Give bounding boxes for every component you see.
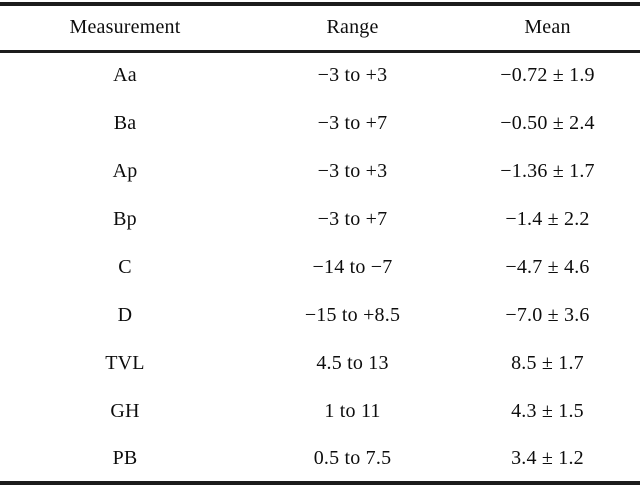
cell-mean: −1.4 ± 2.2 — [505, 207, 590, 230]
cell-range: −15 to +8.5 — [304, 303, 401, 326]
cell-measurement: Ap — [112, 159, 138, 182]
cell-mean: −1.36 ± 1.7 — [500, 159, 595, 182]
table-row: D −15 to +8.5 −7.0 ± 3.6 — [0, 291, 640, 339]
column-header-range: Range — [326, 16, 379, 39]
cell-measurement: Bp — [113, 207, 137, 230]
cell-mean: 4.3 ± 1.5 — [511, 399, 584, 422]
cell-range: 1 to 11 — [324, 399, 381, 422]
cell-measurement: Aa — [113, 64, 137, 87]
cell-measurement: GH — [110, 399, 140, 422]
cell-mean: 3.4 ± 1.2 — [511, 446, 584, 469]
column-header-mean: Mean — [524, 16, 571, 39]
cell-range: 4.5 to 13 — [316, 351, 389, 374]
cell-range: −3 to +3 — [317, 64, 388, 87]
table-row: PB 0.5 to 7.5 3.4 ± 1.2 — [0, 435, 640, 483]
cell-measurement: D — [117, 303, 133, 326]
cell-mean: −0.50 ± 2.4 — [500, 111, 595, 134]
cell-range: −3 to +7 — [317, 207, 388, 230]
cell-range: 0.5 to 7.5 — [313, 446, 392, 469]
cell-mean: −4.7 ± 4.6 — [505, 255, 590, 278]
table-row: Aa −3 to +3 −0.72 ± 1.9 — [0, 51, 640, 99]
table-header: Measurement Range Mean — [0, 4, 640, 51]
cell-mean: −7.0 ± 3.6 — [505, 303, 590, 326]
cell-measurement: C — [118, 255, 132, 278]
table-row: C −14 to −7 −4.7 ± 4.6 — [0, 243, 640, 291]
cell-range: −3 to +3 — [317, 159, 388, 182]
cell-measurement: Ba — [113, 111, 137, 134]
cell-range: −3 to +7 — [317, 111, 388, 134]
table-row: GH 1 to 11 4.3 ± 1.5 — [0, 387, 640, 435]
cell-measurement: PB — [112, 446, 138, 469]
column-header-measurement: Measurement — [69, 16, 181, 39]
table-body: Aa −3 to +3 −0.72 ± 1.9 Ba −3 to +7 −0.5… — [0, 51, 640, 483]
cell-mean: −0.72 ± 1.9 — [500, 64, 595, 87]
table-row: TVL 4.5 to 13 8.5 ± 1.7 — [0, 339, 640, 387]
table-row: Ap −3 to +3 −1.36 ± 1.7 — [0, 147, 640, 195]
cell-mean: 8.5 ± 1.7 — [511, 351, 584, 374]
table-row: Ba −3 to +7 −0.50 ± 2.4 — [0, 99, 640, 147]
cell-measurement: TVL — [105, 351, 145, 374]
table-row: Bp −3 to +7 −1.4 ± 2.2 — [0, 195, 640, 243]
measurements-table: Measurement Range Mean Aa −3 to +3 −0.72… — [0, 2, 640, 485]
header-row: Measurement Range Mean — [0, 4, 640, 51]
cell-range: −14 to −7 — [312, 255, 393, 278]
